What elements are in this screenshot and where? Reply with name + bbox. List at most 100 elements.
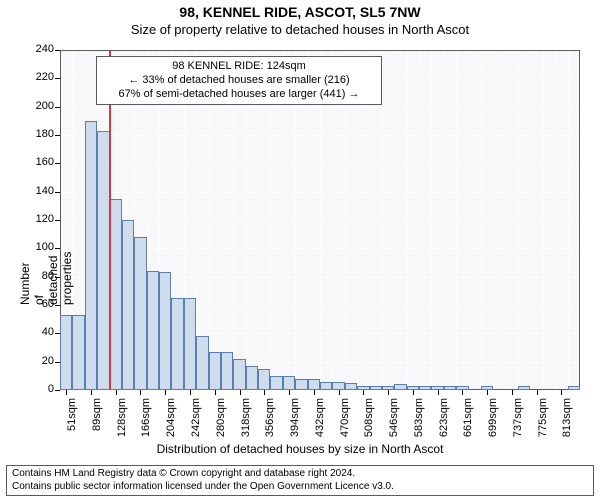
xtick-label: 813sqm — [561, 398, 573, 448]
ytick-mark — [55, 390, 60, 391]
xtick-mark — [240, 390, 241, 395]
histogram-bar — [184, 298, 196, 390]
histogram-bar — [134, 237, 146, 390]
histogram-bar — [171, 298, 183, 390]
annotation-line: 98 KENNEL RIDE: 124sqm — [103, 60, 375, 74]
annotation-box: 98 KENNEL RIDE: 124sqm← 33% of detached … — [96, 56, 382, 105]
histogram-bar — [283, 376, 295, 390]
ytick-label: 0 — [26, 383, 54, 395]
xtick-label: 737sqm — [512, 398, 524, 448]
ytick-label: 120 — [26, 213, 54, 225]
y-axis-label: Number of detached properties — [18, 252, 74, 305]
gridline-v — [431, 51, 432, 389]
gridline-v — [419, 51, 420, 389]
xtick-label: 356sqm — [264, 398, 276, 448]
xtick-mark — [438, 390, 439, 395]
gridline-v — [506, 51, 507, 389]
gridline-v — [394, 51, 395, 389]
xtick-mark — [561, 390, 562, 395]
ytick-mark — [55, 163, 60, 164]
histogram-bar — [209, 352, 221, 390]
gridline-v — [568, 51, 569, 389]
gridline-v — [444, 51, 445, 389]
gridline-v — [481, 51, 482, 389]
x-axis-label: Distribution of detached houses by size … — [0, 442, 600, 456]
histogram-bar — [444, 386, 456, 390]
histogram-bar — [85, 121, 97, 390]
histogram-bar — [72, 315, 84, 390]
xtick-mark — [388, 390, 389, 395]
xtick-mark — [289, 390, 290, 395]
xtick-label: 583sqm — [413, 398, 425, 448]
page-subtitle: Size of property relative to detached ho… — [0, 22, 600, 37]
ytick-label: 240 — [26, 43, 54, 55]
xtick-mark — [339, 390, 340, 395]
histogram-bar — [110, 199, 122, 390]
histogram-bar — [147, 271, 159, 390]
histogram-bar — [221, 352, 233, 390]
histogram-bar — [270, 376, 282, 390]
histogram-bar — [60, 315, 72, 390]
xtick-label: 318sqm — [240, 398, 252, 448]
histogram-bar — [233, 359, 245, 390]
xtick-label: 546sqm — [388, 398, 400, 448]
histogram-bar — [159, 272, 171, 390]
ytick-mark — [55, 107, 60, 108]
histogram-bar — [518, 386, 530, 390]
xtick-mark — [512, 390, 513, 395]
xtick-mark — [413, 390, 414, 395]
ytick-mark — [55, 192, 60, 193]
xtick-mark — [314, 390, 315, 395]
xtick-label: 470sqm — [339, 398, 351, 448]
ytick-label: 40 — [26, 326, 54, 338]
footer-line2: Contains public sector information licen… — [12, 481, 394, 494]
histogram-bar — [258, 369, 270, 390]
gridline-v — [543, 51, 544, 389]
gridline-v — [555, 51, 556, 389]
xtick-mark — [66, 390, 67, 395]
ytick-mark — [55, 220, 60, 221]
histogram-bar — [419, 386, 431, 390]
histogram-bar — [308, 379, 320, 390]
ytick-mark — [55, 78, 60, 79]
ytick-label: 160 — [26, 156, 54, 168]
xtick-label: 128sqm — [116, 398, 128, 448]
xtick-label: 242sqm — [190, 398, 202, 448]
ytick-mark — [55, 248, 60, 249]
histogram-bar — [122, 220, 134, 390]
gridline-v — [407, 51, 408, 389]
ytick-mark — [55, 50, 60, 51]
xtick-mark — [462, 390, 463, 395]
histogram-bar — [345, 383, 357, 390]
histogram-bar — [332, 382, 344, 391]
ytick-label: 200 — [26, 100, 54, 112]
xtick-mark — [537, 390, 538, 395]
xtick-label: 699sqm — [487, 398, 499, 448]
gridline-v — [493, 51, 494, 389]
xtick-mark — [264, 390, 265, 395]
ytick-label: 180 — [26, 128, 54, 140]
page-title: 98, KENNEL RIDE, ASCOT, SL5 7NW — [0, 4, 600, 20]
histogram-bar — [295, 379, 307, 390]
xtick-mark — [487, 390, 488, 395]
gridline-v — [469, 51, 470, 389]
gridline-v — [382, 51, 383, 389]
xtick-mark — [165, 390, 166, 395]
xtick-mark — [190, 390, 191, 395]
xtick-label: 166sqm — [140, 398, 152, 448]
xtick-label: 623sqm — [438, 398, 450, 448]
gridline-v — [530, 51, 531, 389]
histogram-bar — [394, 384, 406, 390]
annotation-line: ← 33% of detached houses are smaller (21… — [103, 74, 375, 88]
xtick-mark — [215, 390, 216, 395]
xtick-label: 775sqm — [537, 398, 549, 448]
histogram-bar — [568, 386, 580, 390]
ytick-label: 220 — [26, 71, 54, 83]
ytick-label: 140 — [26, 185, 54, 197]
footer-line1: Contains HM Land Registry data © Crown c… — [12, 468, 355, 481]
annotation-line: 67% of semi-detached houses are larger (… — [103, 88, 375, 102]
ytick-mark — [55, 305, 60, 306]
histogram-bar — [246, 366, 258, 390]
xtick-label: 204sqm — [165, 398, 177, 448]
xtick-mark — [91, 390, 92, 395]
